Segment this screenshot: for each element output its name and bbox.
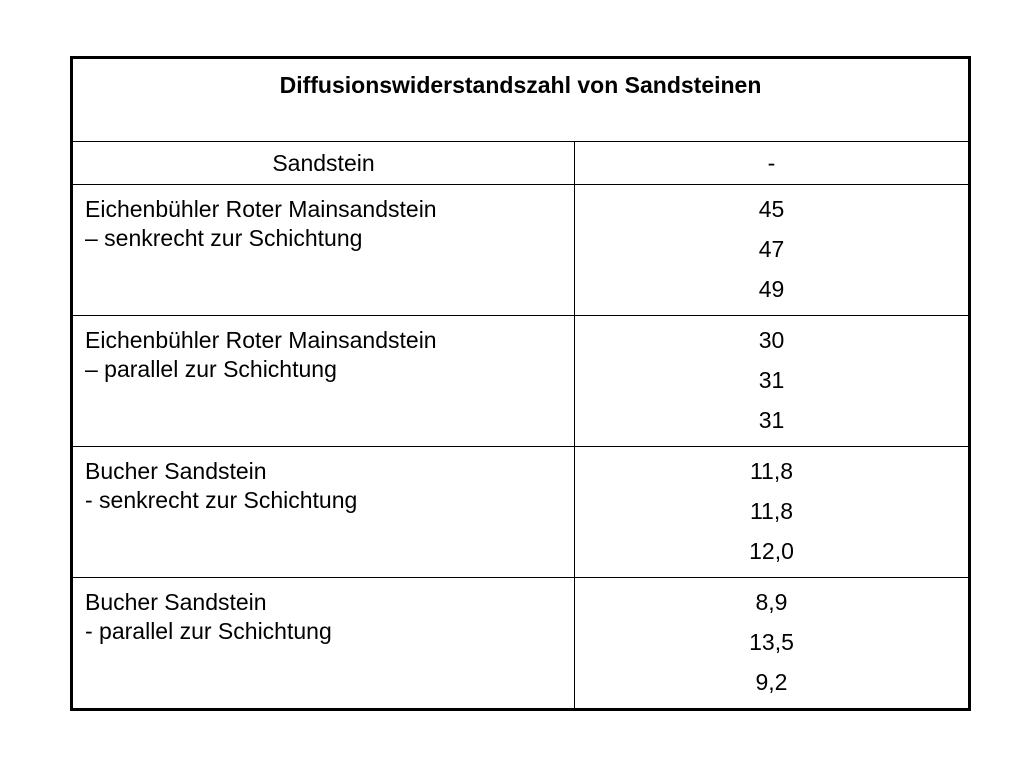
row-value: 31: [758, 367, 785, 393]
row-value: 9,2: [755, 669, 788, 695]
header-name: Sandstein: [71, 141, 575, 185]
diffusion-table: Diffusionswiderstandszahl von Sandsteine…: [70, 56, 971, 711]
table-row: Eichenbühler Roter Mainsandstein – senkr…: [71, 184, 970, 316]
row-name-cell: Bucher Sandstein - senkrecht zur Schicht…: [71, 446, 575, 578]
table-row: Bucher Sandstein - senkrecht zur Schicht…: [71, 446, 970, 578]
row-name-cell: Eichenbühler Roter Mainsandstein – paral…: [71, 315, 575, 447]
row-name-line2: - parallel zur Schichtung: [85, 618, 332, 644]
row-values-cell: 30 31 31: [574, 315, 970, 447]
row-name-line2: – parallel zur Schichtung: [85, 356, 337, 382]
table-row: Eichenbühler Roter Mainsandstein – paral…: [71, 315, 970, 447]
row-value: 45: [758, 196, 785, 222]
header-value: -: [574, 141, 970, 185]
row-name-line1: Bucher Sandstein: [85, 458, 267, 484]
row-value: 31: [758, 407, 785, 433]
table-header-row: Sandstein -: [71, 141, 970, 185]
row-value: 12,0: [749, 538, 794, 564]
table-title-row: Diffusionswiderstandszahl von Sandsteine…: [71, 57, 970, 142]
row-value: 47: [758, 236, 785, 262]
row-name-cell: Eichenbühler Roter Mainsandstein – senkr…: [71, 184, 575, 316]
table-title: Diffusionswiderstandszahl von Sandsteine…: [71, 57, 970, 142]
row-name-cell: Bucher Sandstein - parallel zur Schichtu…: [71, 577, 575, 710]
row-name-line1: Eichenbühler Roter Mainsandstein: [85, 196, 437, 222]
row-values-cell: 11,8 11,8 12,0: [574, 446, 970, 578]
row-name-line1: Eichenbühler Roter Mainsandstein: [85, 327, 437, 353]
row-value: 8,9: [755, 589, 788, 615]
row-value: 30: [758, 327, 785, 353]
row-values-cell: 45 47 49: [574, 184, 970, 316]
row-name-line2: - senkrecht zur Schichtung: [85, 487, 358, 513]
table-row: Bucher Sandstein - parallel zur Schichtu…: [71, 577, 970, 710]
row-name-line1: Bucher Sandstein: [85, 589, 267, 615]
row-value: 11,8: [749, 458, 794, 484]
row-values-cell: 8,9 13,5 9,2: [574, 577, 970, 710]
row-name-line2: – senkrecht zur Schichtung: [85, 225, 363, 251]
row-value: 49: [758, 276, 785, 302]
row-value: 13,5: [749, 629, 794, 655]
row-value: 11,8: [749, 498, 794, 524]
